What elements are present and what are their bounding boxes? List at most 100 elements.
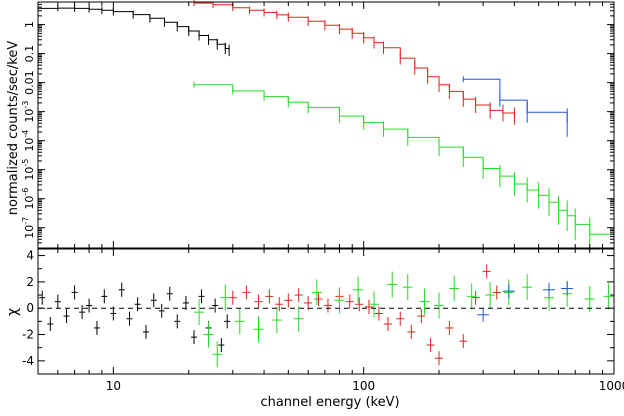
spectrum-model-step-3 <box>463 78 568 123</box>
residual-point <box>353 276 364 303</box>
residual-point <box>477 307 490 322</box>
residual-point <box>314 292 323 306</box>
residual-point <box>334 287 345 314</box>
y-tick-label: 10-4 <box>21 130 36 152</box>
residual-point <box>304 295 313 310</box>
y-tick-label: 10-3 <box>21 101 36 123</box>
residual-point <box>396 311 405 326</box>
residual-point <box>402 274 413 301</box>
residual-point <box>126 311 133 326</box>
residual-point <box>93 320 100 335</box>
residual-point <box>407 324 416 339</box>
residual-point <box>492 285 501 300</box>
residual-point <box>234 308 245 335</box>
residual-point <box>419 288 430 315</box>
residual-point <box>522 274 533 301</box>
residual-point <box>323 298 332 313</box>
y-tick-label: 4 <box>26 249 34 263</box>
residual-point <box>142 324 149 339</box>
residual-point <box>71 285 78 300</box>
residual-point <box>374 306 383 321</box>
residual-point <box>194 299 205 326</box>
residual-point <box>218 338 225 353</box>
y-tick-label: -4 <box>22 354 34 368</box>
residual-point <box>134 297 141 312</box>
residual-point <box>502 284 515 299</box>
residual-point <box>466 283 477 310</box>
residual-point <box>284 293 293 308</box>
residual-point <box>224 314 231 329</box>
y-tick-label: 10-5 <box>21 159 36 181</box>
residual-point <box>485 282 496 309</box>
x-tick-label: 1000 <box>599 379 624 393</box>
residual-point <box>482 264 491 279</box>
residual-point <box>203 321 214 348</box>
residual-point <box>293 305 304 332</box>
residual-point <box>543 282 556 297</box>
y-tick-label: 2 <box>26 275 34 289</box>
residual-point <box>63 309 70 324</box>
residual-point <box>417 309 426 324</box>
y-tick-label: 10-6 <box>21 188 36 210</box>
residual-point <box>434 292 445 319</box>
residual-point <box>54 294 61 309</box>
residual-point <box>369 291 380 318</box>
residual-point <box>166 286 173 301</box>
residual-point <box>603 283 614 310</box>
spectrum-y-axis-label: normalized counts/sec/keV <box>6 41 21 216</box>
residual-point <box>294 288 303 303</box>
residual-point <box>39 290 46 305</box>
y-tick-label: 0.01 <box>23 70 36 95</box>
residual-point <box>220 284 231 311</box>
residual-point <box>364 299 373 314</box>
residual-point <box>191 330 198 345</box>
x-tick-label: 10 <box>106 379 121 393</box>
residual-point <box>158 303 165 318</box>
x-axis-label: channel energy (keV) <box>260 395 399 410</box>
residual-point <box>435 351 444 366</box>
y-tick-label: 1 <box>23 21 36 28</box>
residual-point <box>459 334 468 349</box>
residual-point <box>471 290 480 305</box>
residual-panel-frame <box>37 248 615 375</box>
y-tick-label: 0 <box>26 301 34 315</box>
residual-point <box>198 289 205 304</box>
residual-point <box>445 320 454 335</box>
residual-point <box>253 316 264 343</box>
residual-point <box>242 285 251 300</box>
residual-point <box>265 289 274 304</box>
residual-point <box>182 295 189 310</box>
x-tick-label: 100 <box>352 379 375 393</box>
y-tick-label: -2 <box>22 328 34 342</box>
residual-point <box>355 297 364 312</box>
y-tick-label: 10-7 <box>21 217 36 239</box>
residual-point <box>387 271 398 298</box>
residual-point <box>101 289 108 304</box>
residual-point <box>383 317 392 331</box>
residual-point <box>254 294 263 309</box>
residual-point <box>212 341 223 368</box>
residual-point <box>174 314 181 329</box>
residual-point <box>79 305 86 320</box>
residual-point <box>275 297 284 312</box>
residual-point <box>110 306 117 321</box>
residual-point <box>561 281 574 296</box>
y-tick-label: 0.1 <box>23 45 36 63</box>
residual-point <box>212 298 219 313</box>
residual-point <box>271 307 282 334</box>
residual-point <box>311 279 322 306</box>
residual-point <box>449 275 460 302</box>
residual-y-axis-label: χ <box>5 308 21 316</box>
spectrum-panel-frame <box>37 1 615 249</box>
residual-point <box>426 338 435 353</box>
residual-point <box>584 286 595 312</box>
residual-point <box>150 293 157 308</box>
residual-point <box>86 298 93 313</box>
spectrum-model-step-1 <box>194 2 515 117</box>
residual-point <box>118 282 125 297</box>
residual-point <box>345 294 354 309</box>
residual-point <box>47 317 54 331</box>
spectrum-model-step-2 <box>194 84 615 243</box>
